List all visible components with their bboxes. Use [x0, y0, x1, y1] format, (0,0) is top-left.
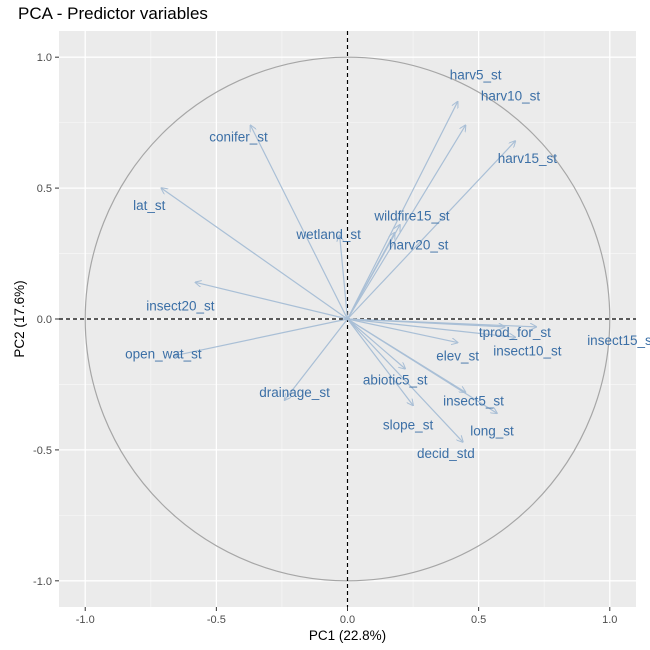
variable-label-abiotic5-st: abiotic5_st	[363, 373, 428, 388]
y-axis-title: PC2 (17.6%)	[12, 280, 27, 357]
x-tick-label: 1.0	[602, 614, 617, 626]
variable-label-conifer-st: conifer_st	[209, 129, 268, 144]
y-tick-label: -0.5	[33, 445, 52, 457]
variable-label-tprod-for-st: tprod_for_st	[479, 325, 551, 340]
variable-label-harv20-st: harv20_st	[389, 238, 449, 253]
variable-label-harv5-st: harv5_st	[450, 68, 502, 83]
variable-label-slope-st: slope_st	[383, 417, 434, 432]
y-tick-label: 0.0	[37, 314, 52, 326]
x-axis-title: PC1 (22.8%)	[309, 628, 386, 643]
x-tick-label: 0.0	[340, 614, 355, 626]
y-tick-label: 1.0	[37, 52, 52, 64]
y-tick-label: -1.0	[33, 576, 52, 588]
y-tick-label: 0.5	[37, 183, 52, 195]
variable-label-insect20-st: insect20_st	[146, 298, 215, 313]
variable-label-insect5-st: insect5_st	[443, 393, 504, 408]
variable-label-elev-st: elev_st	[436, 349, 479, 364]
variable-label-lat-st: lat_st	[133, 198, 166, 213]
variable-label-wildfire15-st: wildfire15_st	[373, 209, 449, 224]
variable-label-insect10-st: insect10_st	[493, 343, 562, 358]
variable-label-open-wat-st: open_wat_st	[125, 347, 202, 362]
variable-label-decid-std: decid_std	[417, 446, 475, 461]
x-tick-label: -0.5	[207, 614, 226, 626]
x-tick-label: 0.5	[471, 614, 486, 626]
variable-label-drainage-st: drainage_st	[259, 385, 330, 400]
x-tick-label: -1.0	[76, 614, 95, 626]
variable-label-harv10-st: harv10_st	[481, 88, 541, 103]
variable-label-harv15-st: harv15_st	[498, 151, 558, 166]
variable-label-insect15-st: insect15_st	[587, 333, 650, 348]
variable-label-wetland-st: wetland_st	[295, 227, 361, 242]
variable-label-long-st: long_st	[470, 423, 514, 438]
